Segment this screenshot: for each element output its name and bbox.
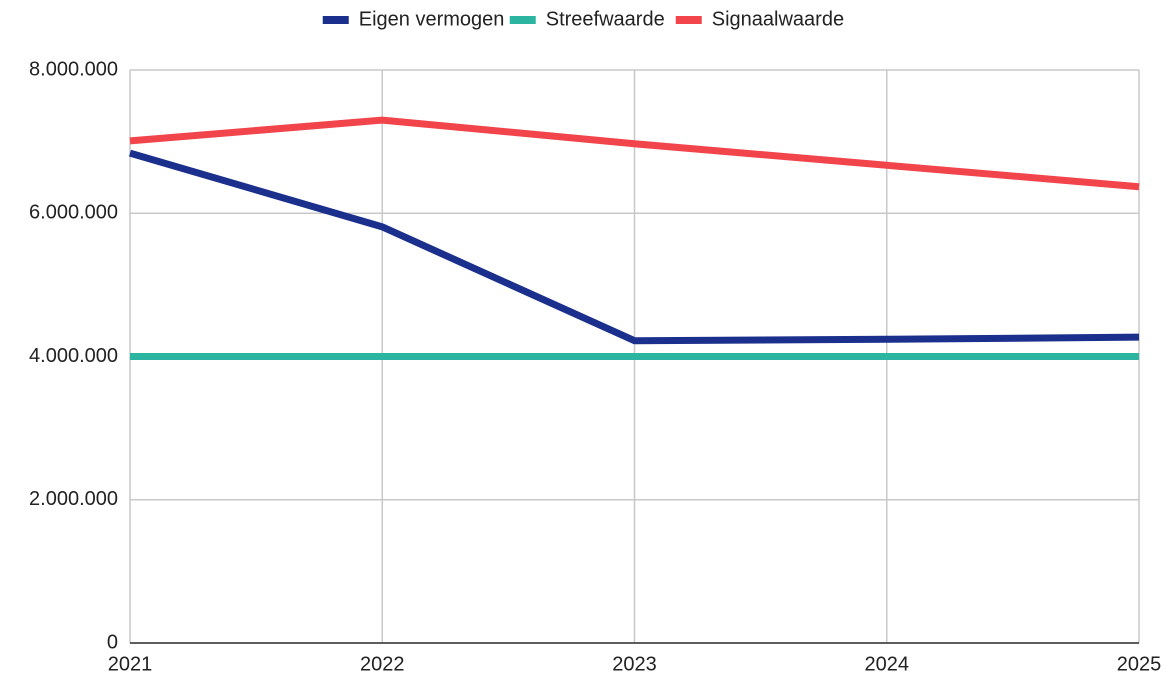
legend-label: Eigen vermogen bbox=[359, 8, 505, 30]
x-tick-label: 2022 bbox=[360, 653, 405, 675]
y-tick-label: 8.000.000 bbox=[29, 58, 118, 80]
x-tick-label: 2025 bbox=[1117, 653, 1162, 675]
y-tick-label: 6.000.000 bbox=[29, 202, 118, 224]
series-line bbox=[129, 149, 1140, 345]
y-tick-label: 2.000.000 bbox=[29, 488, 118, 510]
legend-swatch bbox=[322, 16, 349, 24]
legend-label: Signaalwaarde bbox=[712, 8, 844, 30]
legend-swatch bbox=[509, 16, 536, 24]
series-line bbox=[129, 116, 1140, 191]
legend-swatch bbox=[675, 16, 702, 24]
x-tick-label: 2023 bbox=[612, 653, 657, 675]
x-tick-label: 2021 bbox=[108, 653, 153, 675]
legend-label: Streefwaarde bbox=[546, 8, 665, 30]
x-tick-label: 2024 bbox=[865, 653, 910, 675]
y-tick-label: 0 bbox=[107, 631, 118, 653]
y-tick-label: 4.000.000 bbox=[29, 345, 118, 367]
